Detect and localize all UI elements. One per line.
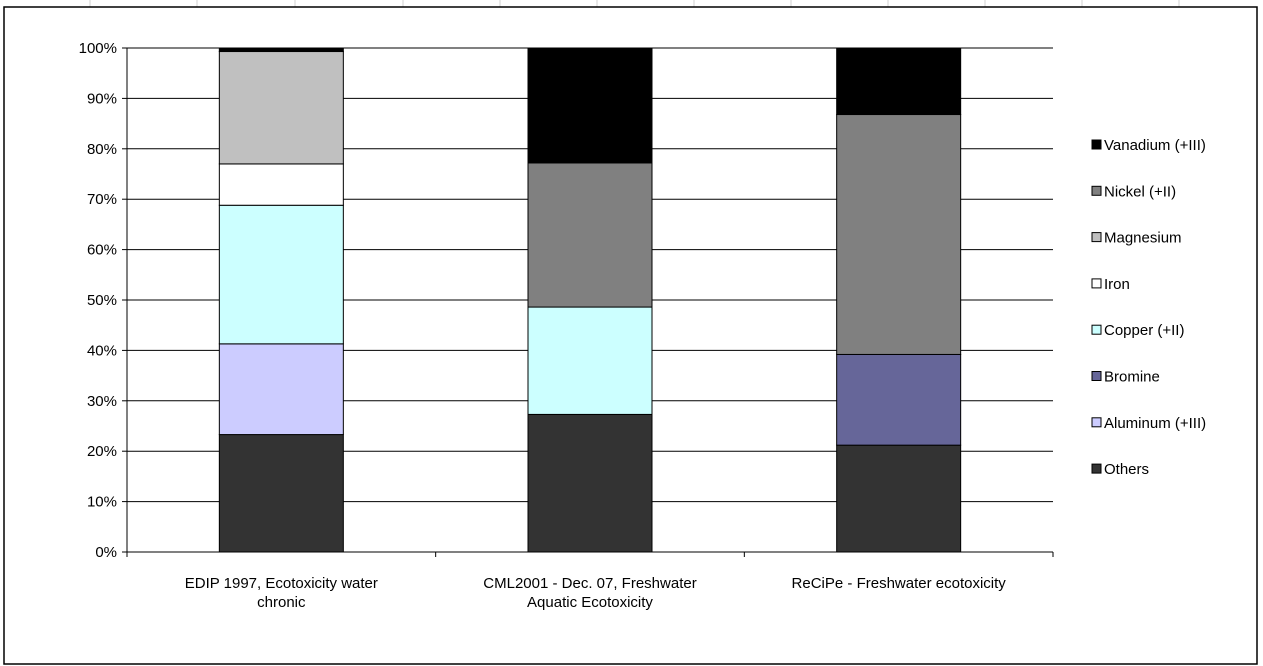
legend-swatch-vanadium-iii [1091,139,1102,150]
bar-segment-bromine[interactable] [836,353,962,446]
x-category-label: ReCiPe - Freshwater ecotoxicity [792,575,1007,592]
legend-label-copper-ii: Copper (+II) [1104,322,1184,339]
x-category-label: chronic [257,594,306,611]
legend-label-vanadium-iii: Vanadium (+III) [1104,137,1206,154]
bar-segment-others[interactable] [527,413,653,553]
y-tick-label: 100% [79,40,117,57]
legend-swatch-aluminum-iii [1091,417,1102,428]
y-tick-label: 10% [87,494,117,511]
legend: Vanadium (+III) Nickel (+II) Magnesium Iron… [1091,137,1206,478]
bar-segment-others[interactable] [836,444,962,553]
y-tick-label: 0% [95,544,117,561]
legend-swatch-magnesium [1091,232,1102,243]
y-tick-label: 70% [87,191,117,208]
y-tick-label: 90% [87,90,117,107]
y-tick-label: 50% [87,292,117,309]
x-category-label: EDIP 1997, Ecotoxicity water [185,575,378,592]
legend-swatch-bromine [1091,371,1102,381]
legend-swatch-iron [1091,278,1102,289]
x-category-label: CML2001 - Dec. 07, Freshwater [483,575,696,592]
y-tick-label: 40% [87,342,117,359]
legend-label-others: Others [1104,461,1149,478]
legend-swatch-others [1091,463,1102,474]
legend-label-aluminum-iii: Aluminum (+III) [1104,415,1206,432]
bar-segment-aluminum-iii[interactable] [218,343,344,436]
plot-area: 0% 10% 20% 30% 40% 50% 60% 70% 80% 90% 100% EDIP 19… [79,40,1054,611]
x-category-label: Aquatic Ecotoxicity [527,594,653,611]
y-tick-label: 30% [87,393,117,410]
bar-segment-copper-ii[interactable] [527,306,653,415]
y-tick-label: 60% [87,242,117,259]
y-tick-label: 20% [87,443,117,460]
legend-label-magnesium: Magnesium [1104,230,1182,247]
bar-segment-vanadium-iii[interactable] [527,47,653,164]
bar-segment-vanadium-iii[interactable] [218,47,344,53]
legend-swatch-copper-ii [1091,324,1102,335]
bar-segment-nickel-ii[interactable] [836,114,962,355]
bar-segment-vanadium-iii[interactable] [836,47,962,116]
bar-segment-magnesium[interactable] [218,51,344,165]
bar-segment-iron[interactable] [218,163,344,206]
legend-label-nickel-ii: Nickel (+II) [1104,183,1176,200]
bar-segment-nickel-ii[interactable] [527,162,653,308]
legend-label-bromine: Bromine [1104,369,1160,386]
legend-swatch-nickel-ii [1091,185,1102,196]
y-tick-label: 80% [87,141,117,158]
legend-label-iron: Iron [1104,276,1130,293]
bar-segment-others[interactable] [218,434,344,553]
bar-segment-copper-ii[interactable] [218,204,344,345]
